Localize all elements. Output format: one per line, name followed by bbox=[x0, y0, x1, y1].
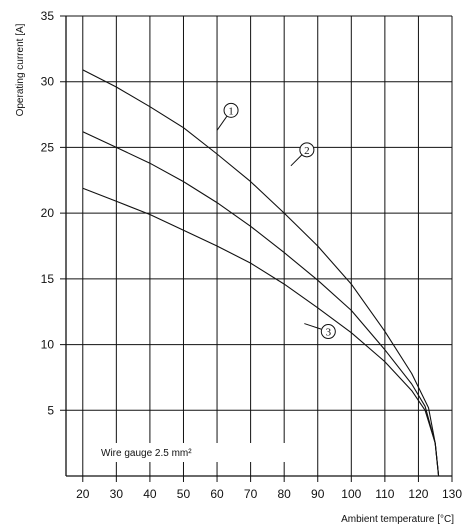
callout-leader-3 bbox=[304, 323, 322, 330]
grid bbox=[60, 15, 453, 482]
x-tick-label-100: 100 bbox=[341, 487, 361, 501]
callout-leader-1 bbox=[216, 116, 228, 131]
x-tick-label-110: 110 bbox=[375, 487, 394, 501]
callout-circle-2 bbox=[299, 142, 315, 158]
note-text: Wire gauge 2.5 mm² bbox=[101, 448, 192, 459]
y-tick-label-15: 15 bbox=[41, 272, 55, 286]
y-tick-label-20: 20 bbox=[41, 206, 55, 220]
series-lines bbox=[82, 69, 440, 477]
y-tick-label-25: 25 bbox=[41, 140, 55, 154]
callout-1: 1 bbox=[216, 102, 239, 131]
series-callouts: 1 2 3 bbox=[216, 102, 336, 340]
callout-leader-2 bbox=[290, 154, 303, 167]
callout-2: 2 bbox=[290, 142, 315, 167]
y-tick-label-30: 30 bbox=[41, 75, 55, 89]
y-axis-title: Operating current [A] bbox=[15, 23, 26, 116]
series-line-3 bbox=[82, 187, 440, 477]
x-tick-label-80: 80 bbox=[277, 487, 291, 501]
x-tick-label-60: 60 bbox=[210, 487, 224, 501]
series-line-2 bbox=[82, 131, 440, 477]
x-tick-label-130: 130 bbox=[442, 487, 462, 501]
x-tick-label-120: 120 bbox=[408, 487, 428, 501]
callout-label-3: 3 bbox=[326, 327, 332, 339]
series-line-1 bbox=[82, 69, 440, 477]
note-box bbox=[91, 443, 287, 462]
x-tick-label-40: 40 bbox=[143, 487, 157, 501]
callout-3: 3 bbox=[304, 323, 336, 340]
x-tick-labels: 20 30 40 50 60 70 80 90 100 110 120 130 bbox=[76, 487, 462, 501]
callout-label-2: 2 bbox=[304, 145, 310, 157]
axes bbox=[65, 16, 452, 477]
x-tick-label-20: 20 bbox=[76, 487, 90, 501]
y-tick-label-35: 35 bbox=[41, 9, 55, 23]
x-axis-title: Ambient temperature [°C] bbox=[341, 514, 454, 525]
x-tick-label-70: 70 bbox=[244, 487, 258, 501]
y-tick-label-5: 5 bbox=[47, 403, 54, 417]
y-tick-label-10: 10 bbox=[41, 338, 55, 352]
x-tick-label-30: 30 bbox=[110, 487, 124, 501]
callout-label-1: 1 bbox=[228, 105, 234, 117]
y-tick-labels: 5 10 15 20 25 30 35 bbox=[41, 9, 55, 417]
callout-circle-1 bbox=[223, 102, 239, 118]
x-tick-label-90: 90 bbox=[311, 487, 325, 501]
callout-circle-3 bbox=[320, 324, 336, 340]
x-tick-label-50: 50 bbox=[177, 487, 191, 501]
